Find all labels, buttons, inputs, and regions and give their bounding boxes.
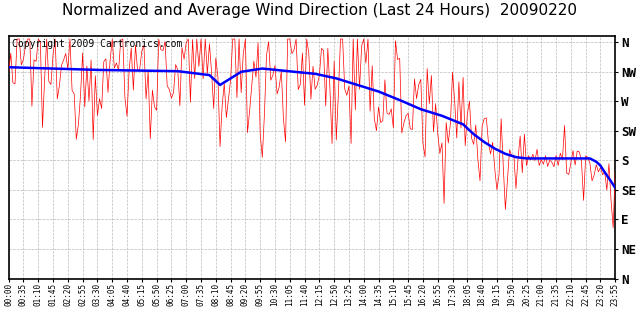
Text: Copyright 2009 Cartronics.com: Copyright 2009 Cartronics.com bbox=[12, 39, 182, 49]
Text: Normalized and Average Wind Direction (Last 24 Hours)  20090220: Normalized and Average Wind Direction (L… bbox=[63, 3, 577, 18]
